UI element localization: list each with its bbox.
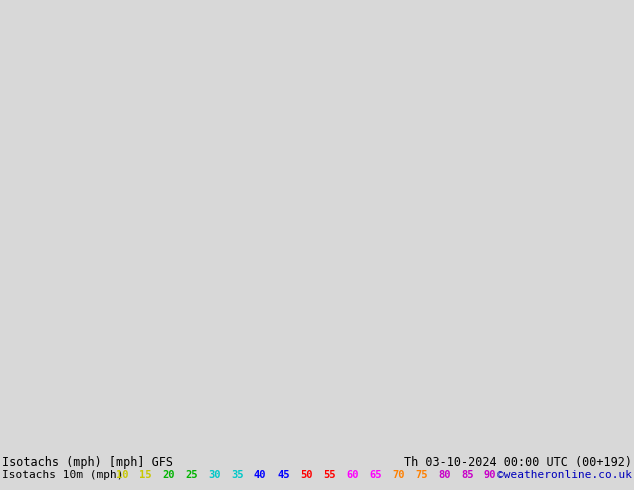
Text: 30: 30 (208, 470, 221, 480)
Text: 25: 25 (185, 470, 198, 480)
Text: 60: 60 (346, 470, 358, 480)
Text: 75: 75 (415, 470, 427, 480)
Text: ©weatheronline.co.uk: ©weatheronline.co.uk (497, 470, 632, 480)
Text: 55: 55 (323, 470, 335, 480)
Text: 20: 20 (162, 470, 174, 480)
Text: 40: 40 (254, 470, 266, 480)
Text: 65: 65 (369, 470, 382, 480)
Text: 15: 15 (139, 470, 152, 480)
Text: 35: 35 (231, 470, 243, 480)
Text: 90: 90 (484, 470, 496, 480)
Text: 45: 45 (277, 470, 290, 480)
Text: 10: 10 (116, 470, 129, 480)
Text: 85: 85 (461, 470, 474, 480)
Text: 50: 50 (300, 470, 313, 480)
Text: Isotachs 10m (mph): Isotachs 10m (mph) (2, 470, 124, 480)
Text: Isotachs (mph) [mph] GFS: Isotachs (mph) [mph] GFS (2, 456, 173, 469)
Text: 80: 80 (438, 470, 451, 480)
Text: 70: 70 (392, 470, 404, 480)
Text: Th 03-10-2024 00:00 UTC (00+192): Th 03-10-2024 00:00 UTC (00+192) (404, 456, 632, 469)
